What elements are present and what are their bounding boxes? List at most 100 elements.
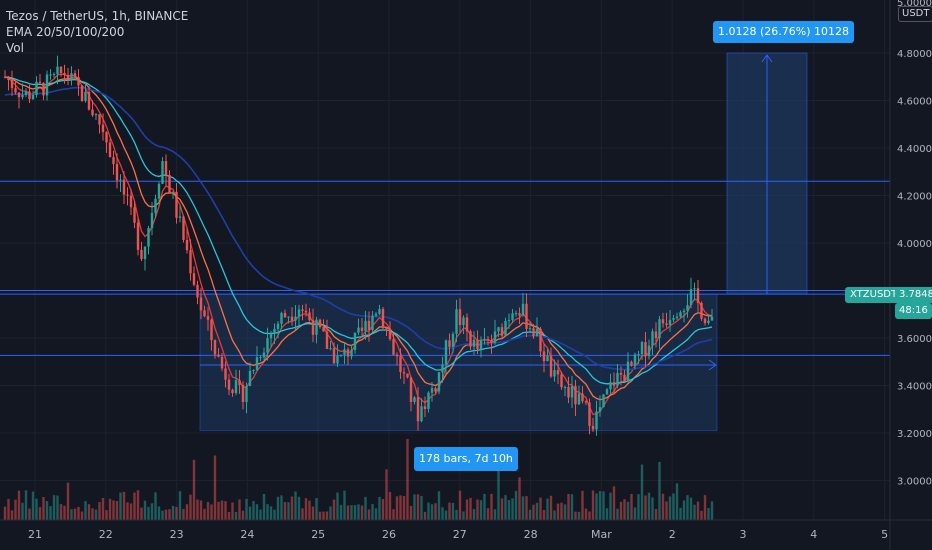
horizontal-lines[interactable]: [0, 180, 890, 356]
ema-indicator-title[interactable]: EMA 20/50/100/200: [6, 25, 125, 39]
volume-bar: [668, 496, 672, 520]
candle-body: [539, 328, 542, 352]
candle-body: [105, 132, 108, 143]
candle-body: [210, 319, 213, 341]
candle-body: [192, 273, 196, 285]
volume-bar: [388, 491, 392, 520]
volume-bar: [259, 509, 262, 520]
candle-body: [693, 288, 696, 290]
volume-bar: [248, 506, 252, 520]
candle-body: [168, 174, 171, 193]
volume-bar: [532, 504, 535, 520]
candle-body: [227, 379, 231, 390]
last-price-symbol-badge: XTZUSDT: [845, 287, 903, 303]
volume-bar: [175, 506, 178, 520]
volume-bar: [490, 493, 493, 520]
volume-bar: [570, 494, 574, 520]
candle-body: [84, 91, 87, 101]
volume-bar: [626, 501, 630, 520]
candle-body: [392, 339, 395, 355]
volume-bar: [619, 501, 623, 520]
candle-body: [406, 373, 409, 378]
candle-body: [66, 74, 70, 80]
candle-body: [413, 397, 416, 402]
candle-body: [451, 333, 455, 347]
candle-body: [682, 310, 686, 313]
volume-bar: [119, 492, 122, 520]
candle-body: [290, 316, 294, 321]
currency-label[interactable]: USDT: [898, 6, 932, 22]
volume-bar: [94, 509, 98, 520]
candle-body: [38, 81, 42, 83]
volume-bar: [644, 495, 647, 520]
volume-bar: [157, 506, 161, 520]
volume-bar: [500, 498, 504, 520]
candle-body: [35, 81, 38, 95]
volume-bar: [693, 504, 696, 520]
candle-body: [343, 349, 346, 355]
candle-body: [486, 338, 490, 341]
volume-bar: [378, 496, 381, 520]
volume-bar: [290, 496, 294, 520]
candle-body: [591, 425, 595, 430]
volume-bar: [409, 505, 413, 520]
candle-body: [367, 320, 371, 330]
volume-indicator-title[interactable]: Vol: [6, 41, 24, 55]
volume-bar: [448, 502, 451, 520]
volume-bar: [73, 508, 77, 520]
candle-body: [689, 289, 693, 306]
candle-body: [651, 331, 654, 346]
candle-body: [63, 72, 66, 75]
volume-bar: [129, 503, 133, 520]
candle-body: [465, 317, 469, 332]
volume-bar: [31, 491, 35, 520]
candle-body: [182, 216, 185, 240]
volume-bar: [696, 501, 700, 520]
volume-bar: [294, 491, 297, 520]
volume-bar: [679, 507, 682, 520]
candle-body: [332, 348, 336, 364]
volume-bar: [518, 477, 521, 520]
candle-body: [441, 364, 444, 373]
candle-body: [388, 328, 392, 340]
volume-bar: [339, 504, 343, 520]
candle-body: [10, 79, 14, 89]
candle-body: [595, 411, 598, 430]
volume-bar: [472, 509, 476, 520]
volume-bar: [203, 508, 206, 520]
volume-bar: [234, 511, 238, 520]
candle-body: [136, 222, 140, 250]
candle-body: [45, 74, 49, 96]
candle-body: [514, 313, 518, 315]
volume-bar: [497, 460, 500, 520]
candle-body: [353, 332, 357, 350]
candle-body: [339, 354, 343, 356]
candle-body: [378, 308, 381, 314]
volume-bar: [91, 508, 94, 520]
volume-bar: [325, 511, 329, 520]
volume-bar: [451, 502, 455, 520]
candle-body: [507, 319, 511, 321]
ema-line-20: [4, 73, 713, 416]
candle-body: [196, 284, 199, 298]
volume-bar: [556, 503, 560, 520]
volume-bar: [584, 508, 588, 520]
price-tick-label: 4.8000: [897, 49, 932, 60]
volume-bar: [66, 482, 70, 520]
candle-body: [399, 356, 402, 373]
volume-bar: [367, 509, 371, 520]
volume-bar: [220, 500, 224, 520]
volume-bar: [479, 500, 483, 520]
volume-bar: [546, 498, 549, 520]
candle-body: [91, 109, 94, 116]
volume-bar: [549, 495, 553, 520]
candle-body: [189, 250, 192, 274]
volume-bar: [101, 497, 105, 520]
symbol-title[interactable]: Tezos / TetherUS, 1h, BINANCE: [6, 9, 189, 23]
candle-body: [472, 339, 476, 347]
volume-bar: [609, 492, 612, 520]
volume-bar: [504, 495, 507, 520]
volume-bar: [56, 495, 59, 520]
volume-bar: [224, 501, 227, 520]
